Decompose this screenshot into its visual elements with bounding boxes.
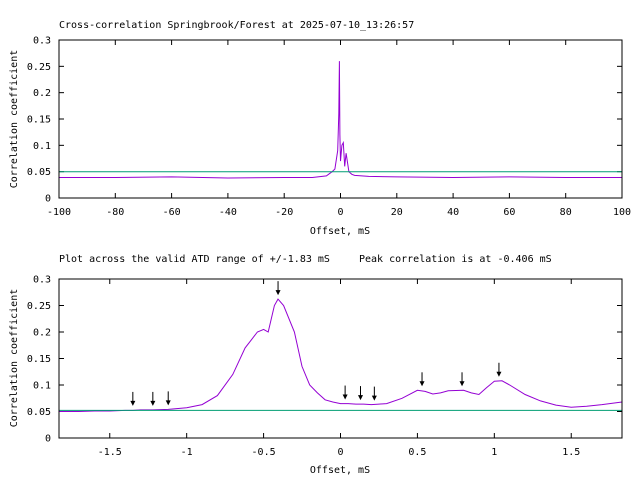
peak-arrow [165, 391, 171, 406]
plot-frame [58, 278, 623, 439]
x-axis-label: Offset, mS [310, 226, 370, 237]
tick-layer: 0 0.05 0.1 0.15 0.2 0.25 0.3 -100 -80 -60 -40 -20 0 2… [27, 36, 631, 219]
x-tick-label: -40 [219, 207, 237, 218]
peak-arrow [275, 281, 281, 296]
series-layer [59, 298, 623, 412]
x-tick-label: 0 [337, 207, 343, 218]
correlation-series-line [59, 61, 622, 179]
y-tick-label: 0.1 [33, 141, 51, 152]
peak-arrow [419, 372, 425, 387]
peak-arrow [496, 362, 502, 377]
y-tick-label: 0.05 [27, 407, 51, 418]
correlation-series-line [59, 298, 623, 412]
cross-correlation-chart: Cross-correlation Springbrook/Forest at … [9, 20, 631, 237]
y-tick-label: 0.05 [27, 167, 51, 178]
y-tick-label: 0.25 [27, 301, 51, 312]
y-tick-label: 0 [45, 194, 51, 205]
y-tick-label: 0 [45, 434, 51, 445]
chart-title: Plot across the valid ATD range of +/-1.… [59, 254, 330, 265]
peak-arrow [150, 391, 156, 406]
peak-arrow [357, 386, 363, 401]
peak-arrow [342, 385, 348, 400]
annotation-layer [130, 281, 502, 406]
tick-layer: 0 0.05 0.1 0.15 0.2 0.25 0.3 -1.5 -1 -0.5 0 0.5 1 1.5 [27, 275, 622, 458]
series-layer [59, 61, 622, 179]
x-tick-label: 0.5 [408, 447, 426, 458]
atd-range-chart: Plot across the valid ATD range of +/-1.… [9, 254, 623, 476]
x-tick-label: -1 [181, 447, 193, 458]
plot-frame [58, 39, 623, 199]
y-tick-label: 0.3 [33, 275, 51, 286]
peak-arrow [130, 391, 136, 406]
x-tick-label: 80 [560, 207, 572, 218]
y-tick-label: 0.25 [27, 62, 51, 73]
chart-subtitle: Peak correlation is at -0.406 mS [359, 254, 552, 265]
y-tick-label: 0.15 [27, 115, 51, 126]
x-tick-label: -20 [275, 207, 293, 218]
y-tick-label: 0.15 [27, 354, 51, 365]
x-tick-label: 20 [391, 207, 403, 218]
chart-title: Cross-correlation Springbrook/Forest at … [59, 20, 414, 31]
x-tick-label: -80 [106, 207, 124, 218]
x-axis-label: Offset, mS [310, 465, 370, 476]
y-axis-label: Correlation coefficient [9, 289, 20, 427]
x-tick-label: -100 [47, 207, 71, 218]
y-tick-label: 0.1 [33, 381, 51, 392]
peak-arrow [459, 372, 465, 387]
x-tick-label: -0.5 [252, 447, 276, 458]
x-tick-label: 40 [447, 207, 459, 218]
y-axis-label: Correlation coefficient [9, 50, 20, 188]
y-tick-label: 0.2 [33, 328, 51, 339]
peak-arrow [371, 386, 377, 401]
x-tick-label: -60 [163, 207, 181, 218]
x-tick-label: 0 [337, 447, 343, 458]
x-tick-label: 1 [491, 447, 497, 458]
x-tick-label: 100 [613, 207, 631, 218]
x-tick-label: -1.5 [98, 447, 122, 458]
x-tick-label: 1.5 [562, 447, 580, 458]
y-tick-label: 0.3 [33, 36, 51, 47]
y-tick-label: 0.2 [33, 88, 51, 99]
x-tick-label: 60 [503, 207, 515, 218]
